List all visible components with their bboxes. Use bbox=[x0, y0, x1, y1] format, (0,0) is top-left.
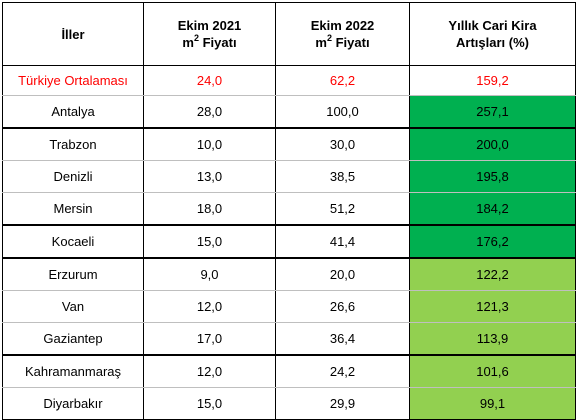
oct2021-price: 28,0 bbox=[143, 95, 276, 129]
oct2022-price: 26,6 bbox=[275, 290, 410, 323]
average-oct2021: 24,0 bbox=[143, 65, 276, 96]
oct2022-price: 20,0 bbox=[275, 258, 410, 291]
oct2021-price: 12,0 bbox=[143, 355, 276, 388]
province-name: Antalya bbox=[2, 95, 144, 129]
annual-increase: 99,1 bbox=[409, 387, 576, 420]
header-oct2022-price: Ekim 2022 m2 Fiyatı bbox=[275, 2, 410, 66]
header-oct2022-price-word: Fiyatı bbox=[332, 35, 370, 50]
oct2022-price: 38,5 bbox=[275, 160, 410, 193]
table-row: Gaziantep 17,0 36,4 113,9 bbox=[2, 322, 576, 356]
table-row: Denizli 13,0 38,5 195,8 bbox=[2, 160, 576, 193]
annual-increase: 121,3 bbox=[409, 290, 576, 323]
rent-increase-table: İller Ekim 2021 m2 Fiyatı Ekim 2022 m2 F… bbox=[2, 2, 576, 420]
average-name: Türkiye Ortalaması bbox=[2, 65, 144, 96]
province-name: Erzurum bbox=[2, 258, 144, 291]
header-annual-increase: Yıllık Cari Kira Artışları (%) bbox=[409, 2, 576, 66]
header-oct2022-line2: m2 Fiyatı bbox=[276, 32, 409, 51]
province-name: Gaziantep bbox=[2, 322, 144, 356]
header-oct2022-line1: Ekim 2022 bbox=[310, 18, 375, 33]
oct2021-price: 12,0 bbox=[143, 290, 276, 323]
average-increase: 159,2 bbox=[409, 65, 576, 96]
annual-increase: 195,8 bbox=[409, 160, 576, 193]
oct2022-price: 24,2 bbox=[275, 355, 410, 388]
oct2022-price: 100,0 bbox=[275, 95, 410, 129]
annual-increase: 200,0 bbox=[409, 128, 576, 161]
oct2021-price: 13,0 bbox=[143, 160, 276, 193]
header-increase-line2: Artışları (%) bbox=[456, 35, 529, 50]
oct2021-price: 15,0 bbox=[143, 225, 276, 259]
table-row: Erzurum 9,0 20,0 122,2 bbox=[2, 258, 576, 291]
province-name: Kocaeli bbox=[2, 225, 144, 259]
oct2021-price: 18,0 bbox=[143, 192, 276, 226]
header-oct2021-line2: m2 Fiyatı bbox=[144, 32, 275, 51]
oct2022-price: 41,4 bbox=[275, 225, 410, 259]
annual-increase: 176,2 bbox=[409, 225, 576, 259]
annual-increase: 257,1 bbox=[409, 95, 576, 129]
table-row: Antalya 28,0 100,0 257,1 bbox=[2, 95, 576, 129]
header-oct2021-sup: 2 bbox=[193, 32, 199, 43]
oct2022-price: 51,2 bbox=[275, 192, 410, 226]
header-oct2021-unit: m bbox=[182, 35, 194, 50]
table-row: Kocaeli 15,0 41,4 176,2 bbox=[2, 225, 576, 259]
oct2021-price: 15,0 bbox=[143, 387, 276, 420]
oct2022-price: 29,9 bbox=[275, 387, 410, 420]
annual-increase: 184,2 bbox=[409, 192, 576, 226]
province-name: Kahramanmaraş bbox=[2, 355, 144, 388]
rent-increase-table-container: İller Ekim 2021 m2 Fiyatı Ekim 2022 m2 F… bbox=[2, 2, 576, 420]
annual-increase: 122,2 bbox=[409, 258, 576, 291]
table-row: Trabzon 10,0 30,0 200,0 bbox=[2, 128, 576, 161]
province-name: Trabzon bbox=[2, 128, 144, 161]
table-row: Diyarbakır 15,0 29,9 99,1 bbox=[2, 387, 576, 420]
annual-increase: 113,9 bbox=[409, 322, 576, 356]
header-oct2021-price-word: Fiyatı bbox=[199, 35, 237, 50]
header-provinces-label: İller bbox=[61, 26, 85, 42]
province-name: Denizli bbox=[2, 160, 144, 193]
oct2021-price: 10,0 bbox=[143, 128, 276, 161]
average-oct2022: 62,2 bbox=[275, 65, 410, 96]
table-body: Türkiye Ortalaması 24,0 62,2 159,2 Antal… bbox=[2, 65, 576, 420]
oct2022-price: 30,0 bbox=[275, 128, 410, 161]
oct2021-price: 17,0 bbox=[143, 322, 276, 356]
header-oct2022-unit: m bbox=[315, 35, 327, 50]
header-row: İller Ekim 2021 m2 Fiyatı Ekim 2022 m2 F… bbox=[2, 2, 576, 66]
province-name: Mersin bbox=[2, 192, 144, 226]
table-row: Van 12,0 26,6 121,3 bbox=[2, 290, 576, 323]
table-row: Kahramanmaraş 12,0 24,2 101,6 bbox=[2, 355, 576, 388]
average-row: Türkiye Ortalaması 24,0 62,2 159,2 bbox=[2, 65, 576, 96]
header-provinces: İller bbox=[2, 2, 144, 66]
header-increase-line1: Yıllık Cari Kira bbox=[448, 18, 537, 33]
province-name: Van bbox=[2, 290, 144, 323]
oct2021-price: 9,0 bbox=[143, 258, 276, 291]
table-row: Mersin 18,0 51,2 184,2 bbox=[2, 192, 576, 226]
province-name: Diyarbakır bbox=[2, 387, 144, 420]
oct2022-price: 36,4 bbox=[275, 322, 410, 356]
header-oct2021-price: Ekim 2021 m2 Fiyatı bbox=[143, 2, 276, 66]
annual-increase: 101,6 bbox=[409, 355, 576, 388]
header-oct2021-line1: Ekim 2021 bbox=[177, 18, 242, 33]
header-oct2022-sup: 2 bbox=[326, 32, 332, 43]
